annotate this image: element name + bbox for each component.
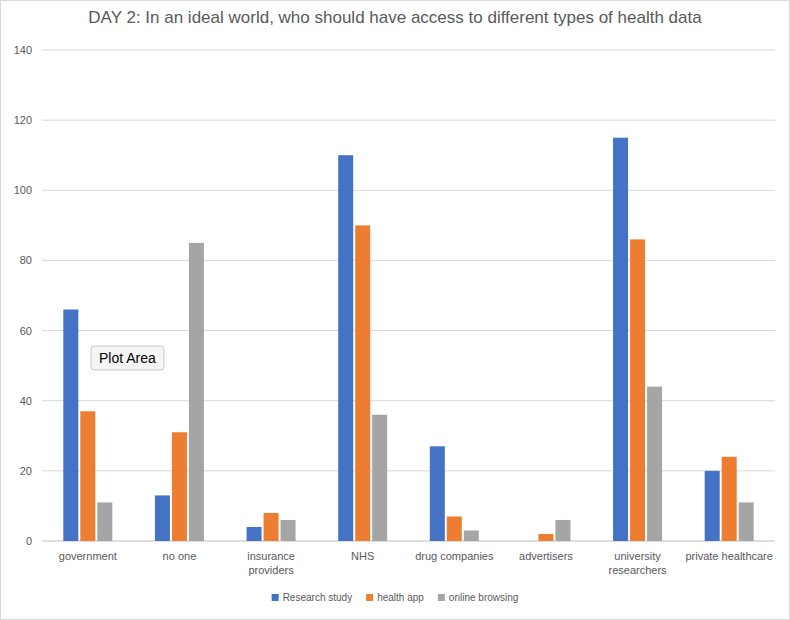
- bar: [80, 411, 95, 541]
- x-tick-label: university researchers: [609, 550, 668, 576]
- grid-line: [42, 541, 775, 542]
- bar: [430, 446, 445, 541]
- bar: [447, 516, 462, 541]
- bar: [247, 527, 262, 541]
- bar: [372, 415, 387, 541]
- bar: [155, 495, 170, 541]
- bars: [63, 138, 753, 541]
- annotation: Plot Area: [91, 346, 164, 370]
- y-tick-label: 120: [14, 114, 32, 126]
- grid-line: [42, 260, 775, 261]
- bar: [538, 534, 553, 541]
- y-tick-label: 100: [14, 184, 32, 196]
- chart-frame: [1, 1, 790, 620]
- bar: [739, 502, 754, 541]
- grid-line: [42, 50, 775, 51]
- bar: [464, 530, 479, 541]
- legend-swatch: [272, 594, 279, 601]
- label-line: private healthcare: [685, 550, 772, 562]
- label-line: insurance: [247, 550, 295, 562]
- label-line: drug companies: [415, 550, 494, 562]
- y-tick-label: 20: [20, 465, 32, 477]
- y-tick-label: 80: [20, 254, 32, 266]
- bar: [97, 502, 112, 541]
- label-line: no one: [163, 550, 197, 562]
- legend: Research study health app online browsing: [272, 592, 519, 603]
- grid-line: [42, 330, 775, 331]
- legend-label: health app: [377, 592, 424, 603]
- annotation-text: Plot Area: [99, 350, 156, 366]
- bar: [521, 541, 536, 542]
- bar: [338, 155, 353, 541]
- x-tick-label: insurance providers: [247, 550, 295, 576]
- bar: [63, 310, 78, 541]
- bar: [355, 225, 370, 541]
- x-tick-label: government: [59, 550, 117, 562]
- label-line: researchers: [609, 564, 668, 576]
- chart: DAY 2: In an ideal world, who should hav…: [0, 0, 790, 620]
- x-tick-label: no one: [163, 550, 197, 562]
- label-line: government: [59, 550, 117, 562]
- legend-swatch: [366, 594, 373, 601]
- x-tick-label: drug companies: [415, 550, 494, 562]
- bar: [264, 513, 279, 541]
- bar: [189, 243, 204, 541]
- legend-swatch: [438, 594, 445, 601]
- grid-line: [42, 470, 775, 471]
- bar: [705, 471, 720, 541]
- legend-label: online browsing: [449, 592, 519, 603]
- grid-line: [42, 400, 775, 401]
- legend-item: health app: [366, 592, 424, 603]
- bar: [172, 432, 187, 541]
- y-tick-label: 140: [14, 44, 32, 56]
- y-tick-label: 40: [20, 395, 32, 407]
- bar: [647, 387, 662, 541]
- legend-item: online browsing: [438, 592, 519, 603]
- label-line: NHS: [351, 550, 374, 562]
- label-line: university: [614, 550, 661, 562]
- x-tick-label: private healthcare: [685, 550, 772, 562]
- x-tick-label: advertisers: [519, 550, 573, 562]
- x-tick-label: NHS: [351, 550, 374, 562]
- y-tick-label: 0: [26, 535, 32, 547]
- bar: [722, 457, 737, 541]
- annotation-box: [91, 346, 164, 370]
- grid-line: [42, 120, 775, 121]
- bar: [630, 239, 645, 541]
- label-line: advertisers: [519, 550, 573, 562]
- title: DAY 2: In an ideal world, who should hav…: [88, 8, 702, 27]
- bar: [281, 520, 296, 541]
- legend-label: Research study: [283, 592, 352, 603]
- legend-item: Research study: [272, 592, 352, 603]
- y-tick-label: 60: [20, 325, 32, 337]
- bar: [613, 138, 628, 541]
- grid-line: [42, 190, 775, 191]
- label-line: providers: [248, 564, 294, 576]
- bar: [555, 520, 570, 541]
